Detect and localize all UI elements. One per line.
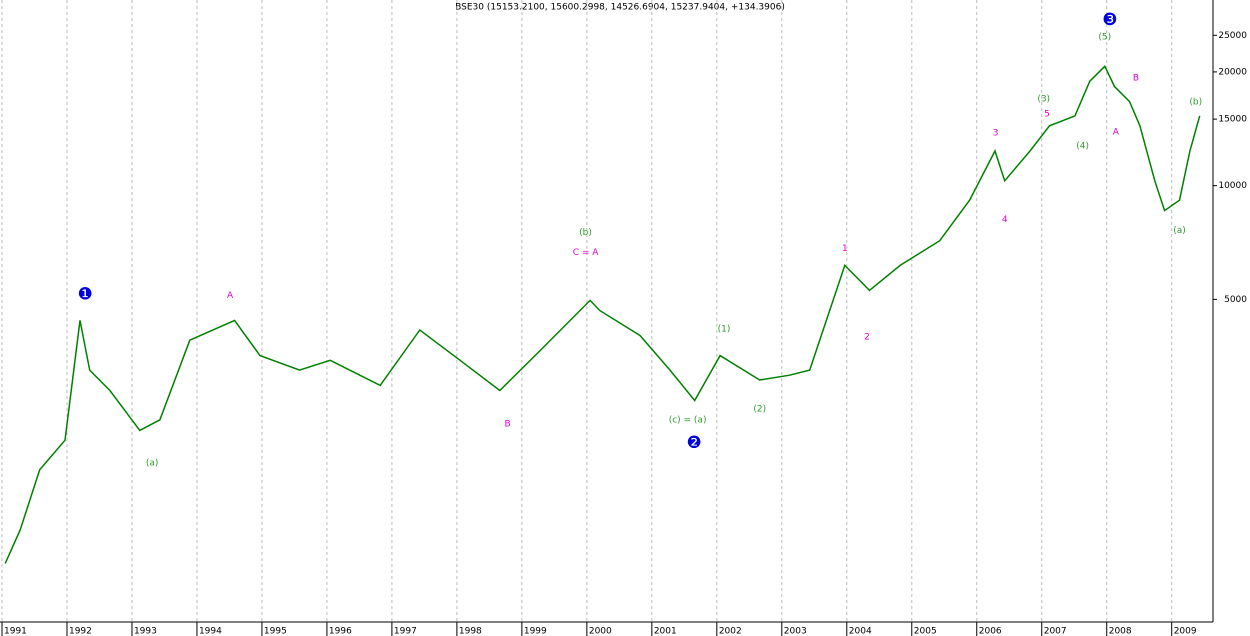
x-tick-label: 2008 <box>1109 627 1132 636</box>
x-tick-label: 1991 <box>4 627 27 636</box>
x-tick-label: 1999 <box>524 627 547 636</box>
wave-label: (5) <box>1098 33 1111 43</box>
x-tick-label: 2000 <box>589 627 612 636</box>
wave-label: (3) <box>1037 94 1050 104</box>
x-tick-label: 1996 <box>329 627 352 636</box>
y-tick-label: 15000 <box>1218 115 1247 125</box>
wave-label: B <box>1133 73 1139 83</box>
x-tick-label: 2003 <box>784 627 807 636</box>
wave-label: 3 <box>993 128 999 138</box>
x-tick-label: 2004 <box>849 627 872 636</box>
y-tick-label: 5000 <box>1224 295 1247 305</box>
wave-label: ❶ <box>78 285 93 305</box>
x-tick-label: 1995 <box>264 627 287 636</box>
wave-label: C = A <box>573 248 600 258</box>
wave-label: A <box>227 291 234 301</box>
wave-label: (4) <box>1076 141 1089 151</box>
wave-label: 1 <box>842 244 848 254</box>
x-tick-label: 1993 <box>134 627 157 636</box>
y-tick-label: 25000 <box>1218 31 1247 41</box>
wave-label: (b) <box>1189 97 1202 107</box>
x-tick-label: 1992 <box>69 627 92 636</box>
wave-label: (c) = (a) <box>669 416 707 426</box>
wave-label: (2) <box>753 405 766 415</box>
price-line <box>4 65 1201 564</box>
x-tick-label: 1997 <box>394 627 417 636</box>
x-tick-label: 2002 <box>719 627 742 636</box>
wave-label: (1) <box>718 325 731 335</box>
wave-label: ❷ <box>686 433 701 453</box>
wave-label: A <box>1113 127 1120 137</box>
wave-label: B <box>504 419 510 429</box>
x-tick-label: 2001 <box>654 627 677 636</box>
x-tick-label: 2007 <box>1044 627 1067 636</box>
wave-label: (a) <box>1173 226 1186 236</box>
wave-label: 2 <box>864 333 870 343</box>
wave-label: (b) <box>579 228 592 238</box>
wave-label: 5 <box>1044 109 1050 119</box>
y-tick-label: 20000 <box>1218 67 1247 77</box>
wave-label: ❸ <box>1102 10 1117 30</box>
x-tick-label: 1998 <box>459 627 482 636</box>
x-tick-label: 2006 <box>979 627 1002 636</box>
y-tick-label: 10000 <box>1218 181 1247 191</box>
x-tick-label: 1994 <box>199 627 222 636</box>
x-tick-label: 2009 <box>1174 627 1197 636</box>
wave-label: (a) <box>146 458 159 468</box>
wave-label: 4 <box>1002 215 1008 225</box>
x-tick-label: 2005 <box>914 627 937 636</box>
chart-title: BSE30 (15153.2100, 15600.2998, 14526.690… <box>455 3 785 13</box>
